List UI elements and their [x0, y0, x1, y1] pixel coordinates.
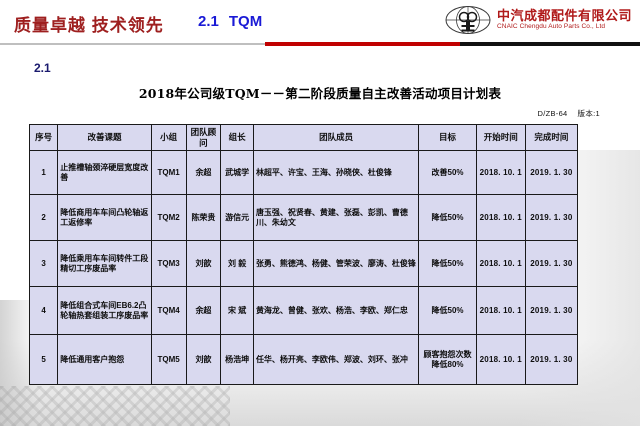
cell-members: 黄海龙、曾健、张欢、杨浩、李欧、郑仁忠: [252, 286, 420, 335]
cell-no: 1: [28, 150, 59, 195]
cell-leader: 宋 斌: [220, 286, 254, 335]
cell-topic: 降低组合式车间EB6.2凸轮轴热套组装工序废品率: [57, 286, 152, 335]
column-header-advisor: 团队顾问: [185, 124, 222, 151]
column-header-leader: 组长: [220, 124, 254, 151]
column-header-end: 完成时间: [524, 124, 579, 151]
page-title: 2018年公司级TQM－－第二阶段质量自主改善活动项目计划表: [138, 86, 502, 101]
cell-end: 2019. 1. 30: [524, 194, 579, 241]
column-header-start: 开始时间: [475, 124, 526, 151]
cell-start: 2018. 10. 1: [475, 240, 526, 287]
cell-topic: 降低乘用车车间转件工段精切工序废品率: [57, 240, 152, 287]
cell-no: 3: [28, 240, 59, 287]
cell-advisor: 余超: [185, 286, 222, 335]
column-header-target: 目标: [418, 124, 477, 151]
cell-start: 2018. 10. 1: [475, 150, 526, 195]
cell-end: 2019. 1. 30: [524, 240, 579, 287]
cell-topic: 降低通用客户抱怨: [57, 334, 152, 385]
cell-advisor: 陈荣贵: [185, 194, 222, 241]
cell-advisor: 刘歆: [185, 334, 222, 385]
table-row: 5 降低通用客户抱怨 TQM5 刘歆 杨浩坤 任华、杨开亮、李欧伟、郑波、刘环、…: [28, 334, 579, 385]
slide-header: 质量卓越 技术领先 2.1 TQM 中汽成都配件有限公司 CNAIC Chengd…: [0, 0, 640, 44]
slide-number-label: 2.1: [34, 61, 51, 75]
cell-members: 林超平、许宝、王海、孙晓侠、杜俊锋: [252, 150, 420, 195]
cell-topic: 止推槽轴颈淬硬层宽度改善: [57, 150, 152, 195]
cell-group: TQM1: [150, 150, 187, 195]
cell-members: 任华、杨开亮、李欧伟、郑波、刘环、张冲: [252, 334, 420, 385]
table-row: 2 降低商用车车间凸轮轴返工返修率 TQM2 陈荣贵 游信元 唐玉强、祝贤春、黄…: [28, 194, 579, 241]
column-header-members: 团队成员: [252, 124, 420, 151]
cell-members: 唐玉强、祝贤春、黄建、张磊、彭凯、曹德川、朱幼文: [252, 194, 420, 241]
cell-leader: 武城学: [220, 150, 254, 195]
company-slogan: 质量卓越 技术领先: [14, 16, 164, 35]
background-texture: [0, 386, 230, 426]
cell-target: 顾客抱怨次数降低80%: [418, 334, 477, 385]
cell-start: 2018. 10. 1: [475, 286, 526, 335]
cell-end: 2019. 1. 30: [524, 334, 579, 385]
cell-leader: 游信元: [220, 194, 254, 241]
cell-advisor: 余超: [185, 150, 222, 195]
company-logo-icon: [445, 6, 491, 34]
cell-start: 2018. 10. 1: [475, 334, 526, 385]
cell-no: 2: [28, 194, 59, 241]
column-header-group: 小组: [150, 124, 187, 151]
document-code: D/ZB-64 版本:1: [538, 108, 601, 119]
document-version: 版本:1: [577, 109, 600, 118]
table-row: 1 止推槽轴颈淬硬层宽度改善 TQM1 余超 武城学 林超平、许宝、王海、孙晓侠…: [28, 150, 579, 195]
improvement-plan-table: 序号 改善课题 小组 团队顾问 组长 团队成员 目标 开始时间 完成时间 1 止…: [28, 124, 579, 385]
cell-group: TQM4: [150, 286, 187, 335]
cell-topic: 降低商用车车间凸轮轴返工返修率: [57, 194, 152, 241]
section-heading: 2.1 TQM: [198, 13, 262, 30]
table-row: 4 降低组合式车间EB6.2凸轮轴热套组装工序废品率 TQM4 余超 宋 斌 黄…: [28, 286, 579, 335]
cell-no: 4: [28, 286, 59, 335]
company-name-block: 中汽成都配件有限公司 CNAIC Chengdu Auto Parts Co.,…: [497, 9, 632, 31]
column-header-topic: 改善课题: [57, 124, 152, 151]
company-name-cn: 中汽成都配件有限公司: [496, 7, 632, 23]
table-row: 3 降低乘用车车间转件工段精切工序废品率 TQM3 刘歆 刘 毅 张勇、熊德鸿、…: [28, 240, 579, 287]
cell-start: 2018. 10. 1: [475, 194, 526, 241]
document-code-value: D/ZB-64: [537, 109, 568, 118]
section-title: TQM: [228, 13, 263, 30]
cell-group: TQM5: [150, 334, 187, 385]
divider-segment-black: [460, 42, 640, 46]
cell-advisor: 刘歆: [185, 240, 222, 287]
header-divider-rule: [0, 42, 640, 46]
company-logo-block: 中汽成都配件有限公司 CNAIC Chengdu Auto Parts Co.,…: [445, 5, 632, 35]
divider-segment-gray: [0, 43, 265, 45]
cell-target: 降低50%: [418, 240, 477, 287]
cell-target: 改善50%: [418, 150, 477, 195]
cell-leader: 刘 毅: [220, 240, 254, 287]
column-header-no: 序号: [28, 124, 59, 151]
cell-end: 2019. 1. 30: [524, 150, 579, 195]
section-number: 2.1: [198, 13, 219, 30]
cell-group: TQM3: [150, 240, 187, 287]
cell-target: 降低50%: [418, 194, 477, 241]
cell-leader: 杨浩坤: [220, 334, 254, 385]
cell-members: 张勇、熊德鸿、杨健、管荣波、廖涛、杜俊锋: [252, 240, 420, 287]
company-name-en: CNAIC Chengdu Auto Parts Co., Ltd: [496, 23, 606, 31]
divider-segment-red: [265, 42, 460, 46]
cell-group: TQM2: [150, 194, 187, 241]
plan-table-container: 序号 改善课题 小组 团队顾问 组长 团队成员 目标 开始时间 完成时间 1 止…: [28, 124, 579, 385]
table-header-row: 序号 改善课题 小组 团队顾问 组长 团队成员 目标 开始时间 完成时间: [28, 124, 579, 151]
cell-target: 降低50%: [418, 286, 477, 335]
cell-end: 2019. 1. 30: [524, 286, 579, 335]
cell-no: 5: [28, 334, 59, 385]
